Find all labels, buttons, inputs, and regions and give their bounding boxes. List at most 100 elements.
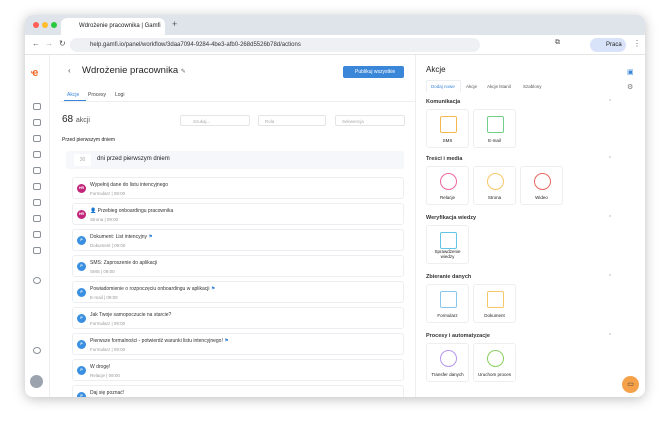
days-input[interactable]: 30 (74, 154, 91, 166)
action-title-text: 👤 Przebieg onboardingu pracownika (90, 208, 174, 214)
action-meta: Formularz | 09:00 (90, 347, 126, 352)
tile-email[interactable]: E-mail (473, 109, 516, 148)
tab-processes[interactable]: Procesy (88, 92, 107, 98)
action-count: 68 akcji (62, 114, 90, 125)
tile-layers[interactable]: Strona (473, 166, 516, 205)
tab-actions[interactable]: Akcje (67, 92, 80, 98)
sidebar-users-icon[interactable] (33, 135, 41, 142)
action-card[interactable]: P Daj się poznać! (72, 385, 404, 397)
tile-label: Strona (487, 195, 502, 200)
sidebar-dashboard-icon[interactable] (33, 103, 41, 110)
sidebar-org-icon[interactable] (33, 151, 41, 158)
forward-icon[interactable]: → (45, 39, 53, 48)
settings-icon[interactable]: ⚙ (627, 84, 634, 91)
action-card[interactable]: P W drogę! Relacje | 09:00 (72, 359, 404, 381)
role-select[interactable]: Rola (258, 115, 326, 126)
action-card[interactable]: P Powiadomienie o rozpoczęciu onboarding… (72, 281, 404, 303)
tab-logs[interactable]: Logi (115, 92, 125, 98)
sidebar-chat-icon[interactable] (33, 247, 41, 254)
sidebar-settings-icon[interactable] (33, 215, 41, 222)
profile-label: Praca (606, 42, 622, 48)
tile-label: Wideo (535, 195, 548, 200)
maximize-window-button[interactable] (51, 22, 57, 28)
role-avatar: HR (77, 184, 86, 193)
reload-icon[interactable]: ↻ (59, 39, 66, 48)
publish-label: Publikuj wszystkie (355, 69, 396, 75)
chat-support-button[interactable]: ▭ (622, 376, 639, 393)
role-avatar: P (77, 340, 86, 349)
sequence-select[interactable]: Sekwencja (335, 115, 405, 126)
browser-window: Wdrożenie pracownika | Gamfi + ← → ↻ hel… (25, 15, 645, 397)
action-card[interactable]: HR 👤 Przebieg onboardingu pracownika Str… (72, 203, 404, 225)
active-tab-indicator (64, 100, 86, 101)
tile-form[interactable]: Formularz (426, 284, 469, 323)
run-process-icon (487, 350, 504, 367)
tab-title: Wdrożenie pracownika | Gamfi (79, 23, 161, 29)
tile-transfer[interactable]: Transfer danych (426, 343, 469, 382)
tile-label: Transfer danych (431, 372, 464, 377)
new-tab-button[interactable]: + (172, 19, 178, 29)
action-meta: Dokument | 09:00 (90, 243, 126, 248)
action-meta: SMS | 09:00 (90, 269, 115, 274)
extensions-icon[interactable]: ⧉ (555, 39, 560, 46)
search-input[interactable]: Szukaj... (180, 115, 250, 126)
sidebar-tools-icon[interactable] (33, 167, 41, 174)
collapse-chevron-icon[interactable]: ⌃ (608, 99, 613, 105)
action-card[interactable]: P SMS: Zaproszenie do aplikacji SMS | 09… (72, 255, 404, 277)
collapse-chevron-icon[interactable]: ⌃ (608, 274, 613, 280)
help-icon[interactable] (33, 347, 41, 354)
document-icon (487, 291, 504, 308)
sidebar-docs-icon[interactable] (33, 231, 41, 238)
action-card[interactable]: P Pierwsze formalności - potwierdź warun… (72, 333, 404, 355)
action-card[interactable]: HR Wypełnij dane do listu intencyjnego F… (72, 177, 404, 199)
browser-tab[interactable]: Wdrożenie pracownika | Gamfi (61, 18, 165, 35)
count-label: akcji (75, 117, 90, 124)
tile-lightbulb[interactable]: Sprawdzenie wiedzy (426, 225, 469, 264)
tile-play[interactable]: Wideo (520, 166, 563, 205)
email-icon (487, 116, 504, 133)
menu-icon[interactable]: ⋮ (633, 39, 641, 48)
panel-tab-templates[interactable]: Szablony (523, 84, 542, 89)
collapse-chevron-icon[interactable]: ⌃ (608, 333, 613, 339)
sidebar-workflow-icon[interactable] (33, 119, 41, 126)
minimize-window-button[interactable] (42, 22, 48, 28)
action-card[interactable]: P Jak Twoje samopoczucie na starcie? For… (72, 307, 404, 329)
action-meta: Relacje | 09:00 (90, 373, 120, 378)
panel-section-title: Komunikacja (426, 99, 461, 105)
add-action-icon[interactable]: ▣ (627, 69, 634, 76)
action-title-text: Daj się poznać! (90, 390, 125, 396)
panel-tab-state-actions[interactable]: Akcje lstanil (487, 84, 511, 89)
back-icon[interactable]: ← (32, 39, 40, 48)
tile-sms[interactable]: SMS (426, 109, 469, 148)
panel-tab-actions[interactable]: Akcje (466, 84, 478, 89)
role-label: Rola (265, 119, 275, 124)
tile-label: SMS (442, 138, 453, 143)
flag-icon: ⚑ (224, 338, 229, 344)
action-card[interactable]: P Dokument: List intencyjny ⚑ Dokument |… (72, 229, 404, 251)
edit-icon[interactable]: ✎ (180, 69, 186, 75)
tile-stories[interactable]: Relacje (426, 166, 469, 205)
profile-button[interactable]: Praca (590, 38, 626, 52)
publish-all-button[interactable]: Publikuj wszystkie (343, 66, 404, 78)
collapse-chevron-icon[interactable]: ⌃ (608, 215, 613, 221)
role-avatar: HR (77, 210, 86, 219)
sidebar-profile-icon[interactable] (33, 277, 41, 284)
tile-run-process[interactable]: Uruchom proces (473, 343, 516, 382)
avatar[interactable] (30, 375, 43, 388)
action-meta: Strona | 09:00 (90, 217, 119, 222)
action-title-text: W drogę! (90, 364, 111, 370)
panel-section-title: Weryfikacja wiedzy (426, 215, 477, 221)
tile-label: Sprawdzenie wiedzy (434, 249, 461, 259)
collapse-chevron-icon[interactable]: ⌃ (608, 156, 613, 162)
role-avatar: P (77, 236, 86, 245)
panel-tab-add-new[interactable]: Dodaj nowe (431, 84, 455, 89)
url-input[interactable]: help.gamfi.io/panel/workflow/3daa7094-92… (70, 38, 480, 52)
action-title: Daj się poznać! (90, 390, 124, 396)
close-window-button[interactable] (33, 22, 39, 28)
back-button[interactable]: ‹ (68, 66, 71, 75)
sidebar-tasks-icon[interactable] (33, 199, 41, 206)
role-avatar: P (77, 366, 86, 375)
sidebar-calendar-icon[interactable] (33, 183, 41, 190)
tile-document[interactable]: Dokument (473, 284, 516, 323)
action-title-text: Wypełnij dane do listu intencyjnego (90, 182, 169, 188)
